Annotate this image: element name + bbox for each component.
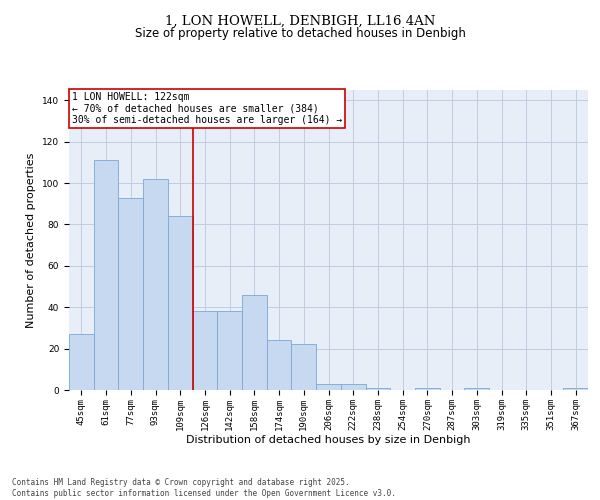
Bar — [143, 179, 168, 390]
Bar — [316, 384, 341, 390]
Bar — [415, 388, 440, 390]
Bar — [464, 388, 489, 390]
Bar — [168, 216, 193, 390]
Bar — [193, 312, 217, 390]
Bar — [69, 334, 94, 390]
Text: 1 LON HOWELL: 122sqm
← 70% of detached houses are smaller (384)
30% of semi-deta: 1 LON HOWELL: 122sqm ← 70% of detached h… — [71, 92, 342, 124]
Y-axis label: Number of detached properties: Number of detached properties — [26, 152, 37, 328]
Text: Contains HM Land Registry data © Crown copyright and database right 2025.
Contai: Contains HM Land Registry data © Crown c… — [12, 478, 396, 498]
Bar — [267, 340, 292, 390]
Bar — [242, 295, 267, 390]
Bar — [292, 344, 316, 390]
Bar — [365, 388, 390, 390]
Bar — [563, 388, 588, 390]
Text: Size of property relative to detached houses in Denbigh: Size of property relative to detached ho… — [134, 28, 466, 40]
Bar — [118, 198, 143, 390]
Bar — [217, 312, 242, 390]
Bar — [341, 384, 365, 390]
Bar — [94, 160, 118, 390]
Text: 1, LON HOWELL, DENBIGH, LL16 4AN: 1, LON HOWELL, DENBIGH, LL16 4AN — [165, 15, 435, 28]
X-axis label: Distribution of detached houses by size in Denbigh: Distribution of detached houses by size … — [186, 436, 471, 446]
